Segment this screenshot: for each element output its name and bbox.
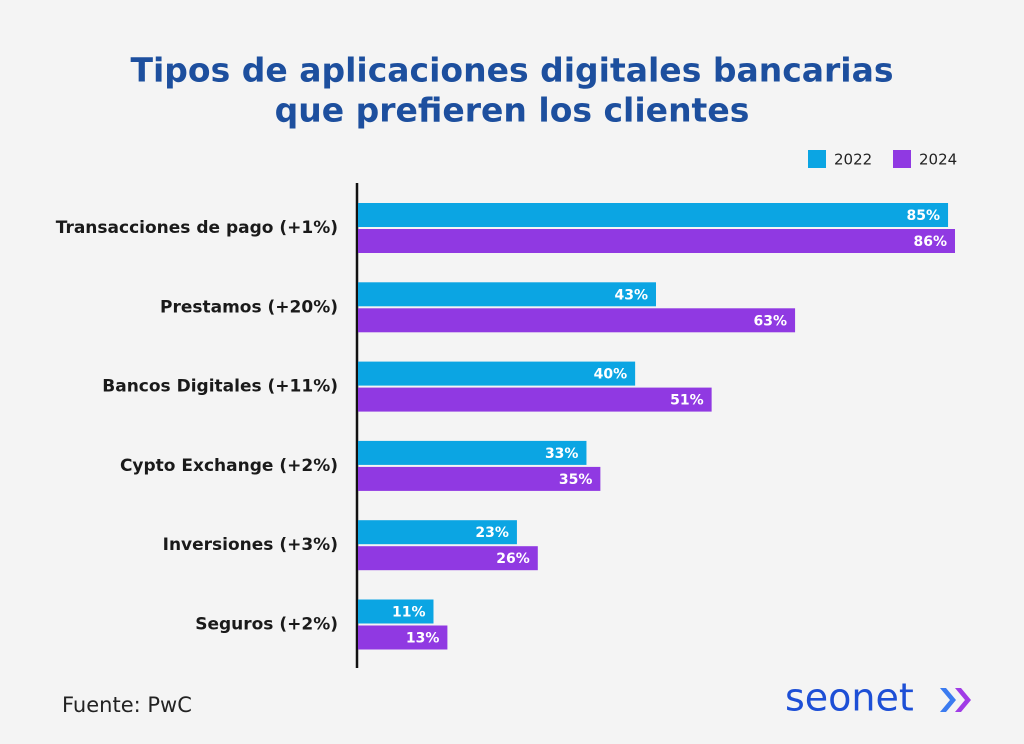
- bar: [358, 361, 636, 386]
- bar: [358, 440, 587, 465]
- category-label: Seguros (+2%): [195, 615, 338, 635]
- category-label: Cypto Exchange (+2%): [120, 456, 338, 476]
- logo: seonet: [785, 676, 914, 720]
- chart-title: que prefieren los clientes: [275, 91, 750, 130]
- bar: [358, 599, 434, 624]
- logo-chevrons: [940, 688, 971, 712]
- chart-title: Tipos de aplicaciones digitales bancaria…: [130, 51, 893, 90]
- category-label: Inversiones (+3%): [163, 535, 338, 555]
- category-label: Bancos Digitales (+11%): [102, 377, 338, 397]
- value-label: 35%: [559, 472, 593, 488]
- bar: [358, 203, 949, 227]
- value-label: 33%: [545, 446, 579, 462]
- bar: [358, 625, 448, 650]
- value-label: 23%: [475, 525, 509, 541]
- category-label: Prestamos (+20%): [160, 297, 338, 317]
- legend-label: 2022: [834, 151, 872, 169]
- bar: [358, 282, 656, 307]
- bar: [358, 466, 601, 491]
- bar: [358, 229, 955, 253]
- value-label: 13%: [406, 631, 440, 647]
- value-label: 86%: [913, 234, 947, 250]
- bar: [358, 520, 517, 545]
- value-label: 40%: [594, 367, 628, 383]
- bar: [358, 308, 796, 333]
- value-label: 85%: [907, 208, 941, 224]
- bar: [358, 387, 712, 412]
- legend-swatch: [808, 150, 826, 168]
- source: Fuente: PwC: [62, 693, 192, 717]
- category-label: Transacciones de pago (+1%): [56, 218, 338, 238]
- value-label: 11%: [392, 605, 426, 621]
- bar: [358, 546, 538, 571]
- value-label: 63%: [754, 313, 788, 329]
- value-label: 43%: [614, 287, 648, 303]
- value-label: 51%: [670, 393, 704, 409]
- value-label: 26%: [496, 551, 530, 567]
- legend-label: 2024: [919, 151, 957, 169]
- legend-swatch: [893, 150, 911, 168]
